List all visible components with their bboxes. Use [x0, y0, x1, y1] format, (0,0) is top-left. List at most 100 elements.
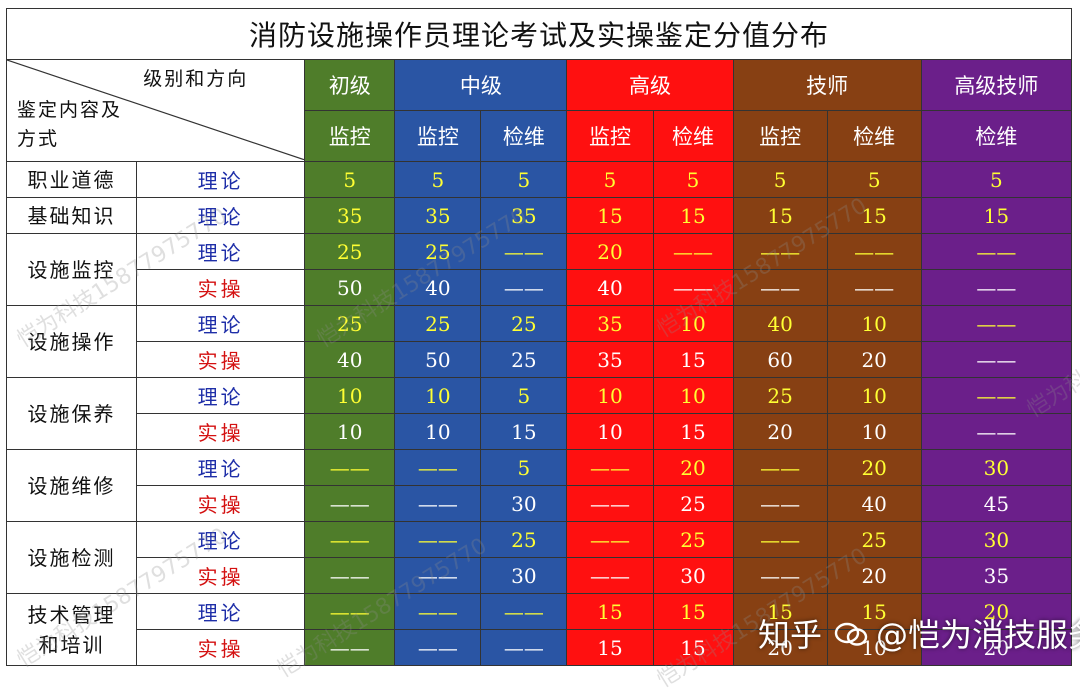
score-cell: ——: [826, 233, 922, 270]
score-cell: 30: [480, 485, 568, 522]
score-cell: 50: [304, 269, 396, 306]
direction-header-4-0: 检维: [920, 110, 1073, 162]
score-cell: 30: [652, 557, 734, 594]
score-cell: 5: [480, 161, 568, 198]
direction-header-0-0: 监控: [304, 110, 396, 162]
table-row: 实操 50 40 —— 40 —— —— —— ——: [7, 269, 1073, 306]
score-cell: ——: [394, 485, 482, 522]
score-cell: 15: [652, 593, 734, 630]
score-cell: ——: [394, 629, 482, 666]
score-cell: ——: [480, 629, 568, 666]
score-cell: 25: [480, 521, 568, 558]
score-cell: ——: [304, 485, 396, 522]
category-cell: 技术管理 和培训: [5, 593, 138, 666]
table-row: 实操 10 10 15 10 15 20 10 ——: [7, 413, 1073, 450]
score-cell: 25: [480, 305, 568, 342]
score-cell: ——: [826, 269, 922, 306]
score-cell: ——: [304, 521, 396, 558]
category-cell: 职业道德: [5, 161, 138, 198]
chat-bubble-icon: [834, 619, 868, 647]
table-row: 设施操作 理论 25 25 25 35 10 40 10 ——: [5, 305, 1073, 378]
score-cell: 5: [652, 161, 734, 198]
score-cell: 10: [826, 377, 922, 414]
table-row: 实操 40 50 25 35 15 60 20 ——: [7, 341, 1073, 378]
score-cell: ——: [732, 269, 828, 306]
score-cell: 20: [652, 449, 734, 486]
score-cell: 25: [394, 305, 482, 342]
score-cell: 35: [394, 197, 482, 234]
score-cell: ——: [304, 449, 396, 486]
table-row: 设施监控 理论 25 25 —— 20 —— —— —— ——: [5, 233, 1073, 306]
score-cell: 5: [480, 449, 568, 486]
score-cell: ——: [394, 449, 482, 486]
score-cell: ——: [304, 557, 396, 594]
score-table: 消防设施操作员理论考试及实操鉴定分值分布 级别和方向 鉴定内容及方式 初级 中级高…: [5, 8, 1073, 666]
score-cell: 5: [480, 377, 568, 414]
corner-diagonal: [7, 60, 304, 160]
score-cell: ——: [480, 593, 568, 630]
category-cell: 基础知识: [5, 197, 138, 234]
score-cell: 20: [732, 413, 828, 450]
mode-cell: 实操: [136, 269, 306, 306]
score-cell: 40: [826, 485, 922, 522]
score-cell: 15: [566, 629, 654, 666]
category-cell: 设施检测: [5, 521, 138, 594]
score-cell: 5: [732, 161, 828, 198]
score-cell: 20: [826, 557, 922, 594]
score-cell: 15: [920, 197, 1073, 234]
score-cell: 20: [920, 593, 1073, 630]
score-cell: 5: [394, 161, 482, 198]
mode-cell: 理论: [136, 593, 306, 630]
score-cell: ——: [732, 485, 828, 522]
score-cell: 10: [304, 413, 396, 450]
score-cell: 50: [394, 341, 482, 378]
mode-cell: 理论: [136, 521, 306, 558]
score-cell: ——: [566, 449, 654, 486]
score-cell: 25: [652, 521, 734, 558]
score-cell: 10: [652, 305, 734, 342]
score-cell: 15: [652, 629, 734, 666]
score-cell: 20: [826, 449, 922, 486]
score-cell: ——: [732, 521, 828, 558]
table-row: 设施检测 理论 —— —— 25 —— 25 —— 25 30: [5, 521, 1073, 594]
score-cell: 10: [394, 413, 482, 450]
score-cell: 15: [566, 197, 654, 234]
score-cell: 45: [920, 485, 1073, 522]
score-cell: ——: [732, 233, 828, 270]
score-cell: ——: [394, 593, 482, 630]
score-cell: 20: [566, 233, 654, 270]
mode-cell: 理论: [136, 377, 306, 414]
score-cell: 15: [732, 593, 828, 630]
table-row: 设施保养 理论 10 10 5 10 10 25 10 ——: [5, 377, 1073, 450]
score-cell: 35: [566, 305, 654, 342]
score-cell: 20: [732, 629, 828, 666]
score-cell: 25: [480, 341, 568, 378]
score-cell: ——: [732, 449, 828, 486]
mode-cell: 实操: [136, 629, 306, 666]
score-cell: ——: [394, 521, 482, 558]
score-cell: ——: [304, 629, 396, 666]
mode-cell: 实操: [136, 485, 306, 522]
table-row: 设施维修 理论 —— —— 5 —— 20 —— 20 30: [5, 449, 1073, 522]
score-cell: 30: [480, 557, 568, 594]
score-cell: 30: [920, 449, 1073, 486]
table-row: 职业道德 理论 5 5 5 5 5 5 5 5: [5, 161, 1073, 198]
score-cell: 60: [732, 341, 828, 378]
score-cell: ——: [920, 413, 1073, 450]
brand-watermark: 知乎 @恺为消技服务: [758, 610, 1080, 656]
score-cell: 25: [304, 233, 396, 270]
category-cell: 设施维修: [5, 449, 138, 522]
level-header-3: 技师: [732, 59, 922, 111]
direction-header-2-1: 检维: [652, 110, 734, 162]
score-cell: 15: [732, 197, 828, 234]
corner-level-direction: 级别和方向: [143, 68, 249, 90]
score-cell: 15: [826, 197, 922, 234]
score-cell: 35: [920, 557, 1073, 594]
score-cell: 35: [304, 197, 396, 234]
category-cell: 设施保养: [5, 377, 138, 450]
table-row: 技术管理 和培训 理论 —— —— —— 15 15 15 15 20: [5, 593, 1073, 666]
score-cell: 25: [826, 521, 922, 558]
direction-header-1-0: 监控: [394, 110, 482, 162]
category-cell: 设施操作: [5, 305, 138, 378]
direction-header-1-1: 检维: [480, 110, 568, 162]
